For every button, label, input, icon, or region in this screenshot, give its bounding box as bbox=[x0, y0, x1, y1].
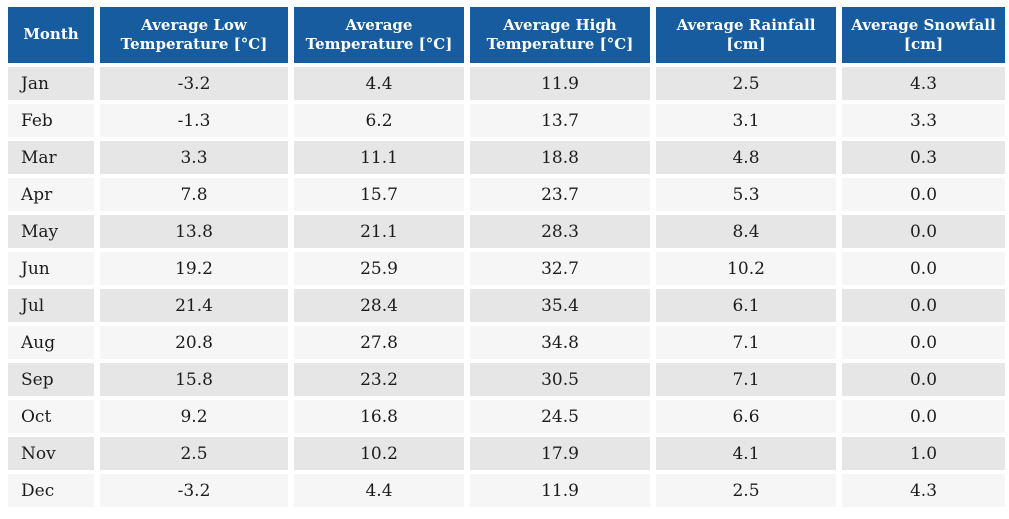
data-cell-avg-rainfall: 7.1 bbox=[656, 326, 836, 359]
data-cell-avg-high-temp: 23.7 bbox=[470, 178, 650, 211]
table-row-sep: Sep 15.8 23.2 30.5 7.1 0.0 bbox=[8, 363, 1005, 396]
month-label: Apr bbox=[8, 178, 94, 211]
data-cell-avg-snowfall: 1.0 bbox=[842, 437, 1005, 470]
data-cell-avg-low-temp: 2.5 bbox=[100, 437, 288, 470]
data-cell-avg-temp: 6.2 bbox=[294, 104, 464, 137]
column-header-avg-high-temp: Average High Temperature [°C] bbox=[470, 7, 650, 63]
table-row-aug: Aug 20.8 27.8 34.8 7.1 0.0 bbox=[8, 326, 1005, 359]
data-cell-avg-low-temp: 20.8 bbox=[100, 326, 288, 359]
data-cell-avg-high-temp: 35.4 bbox=[470, 289, 650, 322]
data-cell-avg-high-temp: 11.9 bbox=[470, 67, 650, 100]
data-cell-avg-temp: 16.8 bbox=[294, 400, 464, 433]
table-row-nov: Nov 2.5 10.2 17.9 4.1 1.0 bbox=[8, 437, 1005, 470]
data-cell-avg-temp: 27.8 bbox=[294, 326, 464, 359]
data-cell-avg-temp: 23.2 bbox=[294, 363, 464, 396]
data-cell-avg-temp: 15.7 bbox=[294, 178, 464, 211]
data-cell-avg-rainfall: 10.2 bbox=[656, 252, 836, 285]
table-row-feb: Feb -1.3 6.2 13.7 3.1 3.3 bbox=[8, 104, 1005, 137]
data-cell-avg-snowfall: 0.0 bbox=[842, 289, 1005, 322]
data-cell-avg-rainfall: 6.6 bbox=[656, 400, 836, 433]
month-label: Jul bbox=[8, 289, 94, 322]
data-cell-avg-temp: 11.1 bbox=[294, 141, 464, 174]
data-cell-avg-temp: 10.2 bbox=[294, 437, 464, 470]
table-row-jan: Jan -3.2 4.4 11.9 2.5 4.3 bbox=[8, 67, 1005, 100]
column-header-avg-snowfall: Average Snowfall [cm] bbox=[842, 7, 1005, 63]
table-row-may: May 13.8 21.1 28.3 8.4 0.0 bbox=[8, 215, 1005, 248]
data-cell-avg-high-temp: 13.7 bbox=[470, 104, 650, 137]
data-cell-avg-high-temp: 24.5 bbox=[470, 400, 650, 433]
table-body: Jan -3.2 4.4 11.9 2.5 4.3 Feb -1.3 6.2 13.7 3.1 3.3… bbox=[8, 67, 1005, 507]
data-cell-avg-temp: 4.4 bbox=[294, 474, 464, 507]
month-label: Aug bbox=[8, 326, 94, 359]
data-cell-avg-snowfall: 4.3 bbox=[842, 67, 1005, 100]
header-row: Month Average Low Temperature [°C] Average… bbox=[8, 7, 1005, 63]
table-row-dec: Dec -3.2 4.4 11.9 2.5 4.3 bbox=[8, 474, 1005, 507]
data-cell-avg-rainfall: 4.8 bbox=[656, 141, 836, 174]
data-cell-avg-snowfall: 0.0 bbox=[842, 363, 1005, 396]
column-header-month: Month bbox=[8, 7, 94, 63]
data-cell-avg-snowfall: 0.0 bbox=[842, 215, 1005, 248]
data-cell-avg-low-temp: 3.3 bbox=[100, 141, 288, 174]
data-cell-avg-snowfall: 4.3 bbox=[842, 474, 1005, 507]
data-cell-avg-rainfall: 2.5 bbox=[656, 67, 836, 100]
data-cell-avg-rainfall: 5.3 bbox=[656, 178, 836, 211]
month-label: Oct bbox=[8, 400, 94, 433]
column-header-avg-rainfall: Average Rainfall [cm] bbox=[656, 7, 836, 63]
month-label: Jun bbox=[8, 252, 94, 285]
table-row-mar: Mar 3.3 11.1 18.8 4.8 0.3 bbox=[8, 141, 1005, 174]
data-cell-avg-snowfall: 0.0 bbox=[842, 400, 1005, 433]
data-cell-avg-snowfall: 0.0 bbox=[842, 252, 1005, 285]
month-label: Jan bbox=[8, 67, 94, 100]
data-cell-avg-low-temp: 21.4 bbox=[100, 289, 288, 322]
data-cell-avg-rainfall: 2.5 bbox=[656, 474, 836, 507]
month-label: Dec bbox=[8, 474, 94, 507]
data-cell-avg-temp: 4.4 bbox=[294, 67, 464, 100]
data-cell-avg-low-temp: 7.8 bbox=[100, 178, 288, 211]
month-label: May bbox=[8, 215, 94, 248]
data-cell-avg-rainfall: 8.4 bbox=[656, 215, 836, 248]
column-header-avg-temp: Average Temperature [°C] bbox=[294, 7, 464, 63]
data-cell-avg-rainfall: 7.1 bbox=[656, 363, 836, 396]
table-row-apr: Apr 7.8 15.7 23.7 5.3 0.0 bbox=[8, 178, 1005, 211]
data-cell-avg-snowfall: 3.3 bbox=[842, 104, 1005, 137]
data-cell-avg-snowfall: 0.0 bbox=[842, 326, 1005, 359]
data-cell-avg-rainfall: 3.1 bbox=[656, 104, 836, 137]
data-cell-avg-high-temp: 18.8 bbox=[470, 141, 650, 174]
data-cell-avg-temp: 28.4 bbox=[294, 289, 464, 322]
table-row-jun: Jun 19.2 25.9 32.7 10.2 0.0 bbox=[8, 252, 1005, 285]
month-label: Feb bbox=[8, 104, 94, 137]
table-header: Month Average Low Temperature [°C] Average… bbox=[8, 7, 1005, 63]
data-cell-avg-high-temp: 30.5 bbox=[470, 363, 650, 396]
data-cell-avg-low-temp: 13.8 bbox=[100, 215, 288, 248]
table-row-jul: Jul 21.4 28.4 35.4 6.1 0.0 bbox=[8, 289, 1005, 322]
data-cell-avg-temp: 21.1 bbox=[294, 215, 464, 248]
data-cell-avg-high-temp: 17.9 bbox=[470, 437, 650, 470]
data-cell-avg-low-temp: -1.3 bbox=[100, 104, 288, 137]
month-label: Sep bbox=[8, 363, 94, 396]
table-row-oct: Oct 9.2 16.8 24.5 6.6 0.0 bbox=[8, 400, 1005, 433]
data-cell-avg-high-temp: 11.9 bbox=[470, 474, 650, 507]
monthly-climate-table: Month Average Low Temperature [°C] Average… bbox=[2, 3, 1009, 511]
month-label: Mar bbox=[8, 141, 94, 174]
data-cell-avg-high-temp: 28.3 bbox=[470, 215, 650, 248]
data-cell-avg-low-temp: -3.2 bbox=[100, 474, 288, 507]
data-cell-avg-low-temp: 15.8 bbox=[100, 363, 288, 396]
data-cell-avg-high-temp: 34.8 bbox=[470, 326, 650, 359]
data-cell-avg-low-temp: 19.2 bbox=[100, 252, 288, 285]
data-cell-avg-snowfall: 0.3 bbox=[842, 141, 1005, 174]
data-cell-avg-low-temp: -3.2 bbox=[100, 67, 288, 100]
data-cell-avg-high-temp: 32.7 bbox=[470, 252, 650, 285]
month-label: Nov bbox=[8, 437, 94, 470]
data-cell-avg-temp: 25.9 bbox=[294, 252, 464, 285]
data-cell-avg-low-temp: 9.2 bbox=[100, 400, 288, 433]
data-cell-avg-rainfall: 6.1 bbox=[656, 289, 836, 322]
column-header-avg-low-temp: Average Low Temperature [°C] bbox=[100, 7, 288, 63]
data-cell-avg-rainfall: 4.1 bbox=[656, 437, 836, 470]
data-cell-avg-snowfall: 0.0 bbox=[842, 178, 1005, 211]
